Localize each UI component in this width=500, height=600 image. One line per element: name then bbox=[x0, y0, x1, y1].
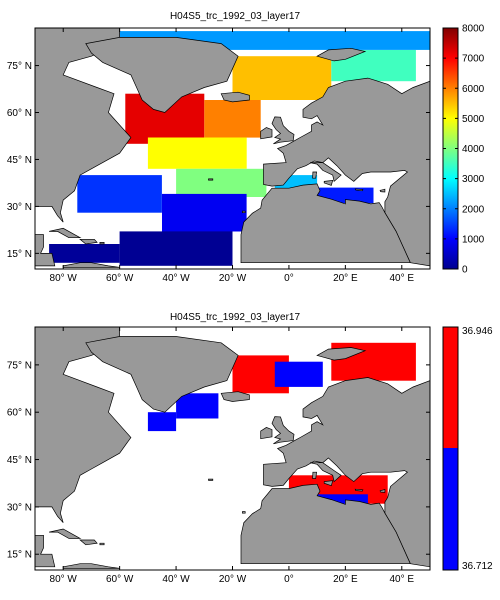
map1-landmass bbox=[240, 183, 411, 264]
map1-y-tick-label: 60° N bbox=[7, 108, 32, 119]
colorbar1-tick-label: 3000 bbox=[462, 174, 485, 185]
map1-landmass bbox=[312, 171, 318, 179]
map1-plot-area: 80° W 60° W 40° W 20° W 0° 20° E 40° E 15° N 30°… bbox=[7, 27, 431, 284]
map2-x-tick-label: 20° E bbox=[333, 574, 358, 585]
map1-field-cell bbox=[147, 137, 247, 169]
map1-x-tick-label: 20° E bbox=[333, 273, 358, 284]
map1-x-tick-label: 40° W bbox=[162, 273, 190, 284]
colorbar1-tick-label: 5000 bbox=[462, 114, 485, 125]
map2-field-cell bbox=[176, 393, 219, 419]
map2-plot-area: 80° W 60° W 40° W 20° W 0° 20° E 40° E 15° N 30°… bbox=[7, 326, 431, 585]
map1-landmass bbox=[35, 28, 132, 223]
map2-landmass bbox=[271, 416, 295, 445]
map1-x-tick-label: 60° W bbox=[106, 273, 134, 284]
colorbar1: 0 1000 2000 3000 4000 5000 6000 7000 8000 bbox=[442, 24, 485, 276]
map1-title: H04S5_trc_1992_03_layer17 bbox=[170, 11, 301, 22]
map1-landmass bbox=[220, 91, 250, 103]
map2-landmass bbox=[312, 471, 318, 479]
map2-y-tick-label: 75° N bbox=[7, 360, 32, 371]
colorbar2-frame bbox=[442, 326, 459, 571]
map2-x-tick-label: 80° W bbox=[50, 574, 78, 585]
colorbar1-tick-label: 7000 bbox=[462, 54, 485, 65]
map1-y-tick-label: 45° N bbox=[7, 155, 32, 166]
map1-field-cell bbox=[232, 56, 332, 100]
colorbar2-upper-class bbox=[443, 327, 458, 448]
map1-x-tick-label: 80° W bbox=[50, 273, 78, 284]
map2-field-cell bbox=[317, 494, 368, 504]
map2-x-tick-label: 60° W bbox=[106, 574, 134, 585]
colorbar1-tick-label: 0 bbox=[462, 265, 468, 276]
map2-field-cell bbox=[147, 412, 177, 432]
map2-y-tick-label: 30° N bbox=[7, 502, 32, 513]
map1-field-cell bbox=[77, 175, 162, 213]
map1-field-cell bbox=[49, 244, 120, 263]
map1-landmass bbox=[260, 127, 273, 140]
map1-landmass bbox=[35, 234, 56, 267]
map2-landmass bbox=[85, 336, 239, 413]
colorbar1-tick-label: 2000 bbox=[462, 204, 485, 215]
map2-landmass bbox=[310, 462, 342, 483]
map1-landmass bbox=[310, 162, 342, 183]
colorbar1-tick-label: 1000 bbox=[462, 234, 485, 245]
colorbar2: 36.712 36.946 bbox=[442, 326, 493, 572]
colorbar2-tick-label: 36.946 bbox=[462, 326, 493, 337]
map1-x-tick-label: 0° bbox=[284, 273, 294, 284]
map1-landmass bbox=[263, 28, 430, 267]
map2-y-tick-label: 60° N bbox=[7, 408, 32, 419]
map2-landmass bbox=[242, 511, 246, 514]
map1-landmass bbox=[323, 179, 334, 186]
map1-y-tick-label: 75° N bbox=[7, 61, 32, 72]
map1-landmass bbox=[316, 47, 367, 62]
map1-landmass bbox=[85, 37, 239, 113]
map2-landmass bbox=[263, 327, 430, 568]
map1-landmass bbox=[49, 227, 82, 239]
map2-title: H04S5_trc_1992_03_layer17 bbox=[170, 312, 301, 323]
map2-landmass bbox=[316, 347, 367, 361]
map1-x-tick-label: 40° E bbox=[389, 273, 414, 284]
map2-x-tick-label: 20° W bbox=[219, 574, 247, 585]
colorbar1-tick-label: 4000 bbox=[462, 144, 485, 155]
map1-landmass bbox=[379, 188, 386, 193]
map1-field-cell bbox=[162, 193, 247, 232]
map2-y-tick-label: 45° N bbox=[7, 455, 32, 466]
map1-landmass bbox=[354, 188, 364, 192]
map2-x-tick-label: 0° bbox=[284, 574, 294, 585]
map2-landmass bbox=[354, 488, 364, 492]
map2-landmass bbox=[99, 542, 105, 546]
map1-field-cell bbox=[176, 168, 267, 197]
map1-x-tick-label: 20° W bbox=[219, 273, 247, 284]
map1-landmass bbox=[271, 116, 295, 145]
map1-landmass bbox=[242, 210, 246, 214]
map2-landmass bbox=[35, 534, 56, 568]
colorbar1-tick-label: 6000 bbox=[462, 84, 485, 95]
map2-field-cell bbox=[274, 361, 323, 387]
map2-landmass bbox=[220, 391, 250, 402]
map2-y-tick-label: 15° N bbox=[7, 550, 32, 561]
colorbar1-tick-label: 8000 bbox=[462, 24, 485, 35]
colorbar2-tick-label: 36.712 bbox=[462, 561, 493, 572]
map1-y-tick-label: 15° N bbox=[7, 249, 32, 260]
map1-y-tick-label: 30° N bbox=[7, 202, 32, 213]
map2-x-tick-label: 40° W bbox=[162, 574, 190, 585]
map1-field-cell bbox=[204, 100, 261, 138]
map2-landmass bbox=[49, 528, 82, 539]
map1-landmass bbox=[79, 238, 98, 245]
map2-landmass bbox=[379, 489, 386, 493]
map1-field-cell bbox=[119, 231, 233, 266]
colorbar2-lower-class bbox=[443, 448, 458, 570]
map2-landmass bbox=[35, 327, 132, 523]
map2-landmass bbox=[240, 483, 411, 565]
map1-landmass bbox=[208, 178, 214, 181]
map2-x-tick-label: 40° E bbox=[389, 574, 414, 585]
map2-landmass bbox=[323, 480, 334, 487]
map1-landmass bbox=[99, 242, 105, 245]
map2-landmass bbox=[260, 427, 273, 440]
map2-landmass bbox=[79, 539, 98, 546]
map2-landmass bbox=[208, 478, 214, 481]
